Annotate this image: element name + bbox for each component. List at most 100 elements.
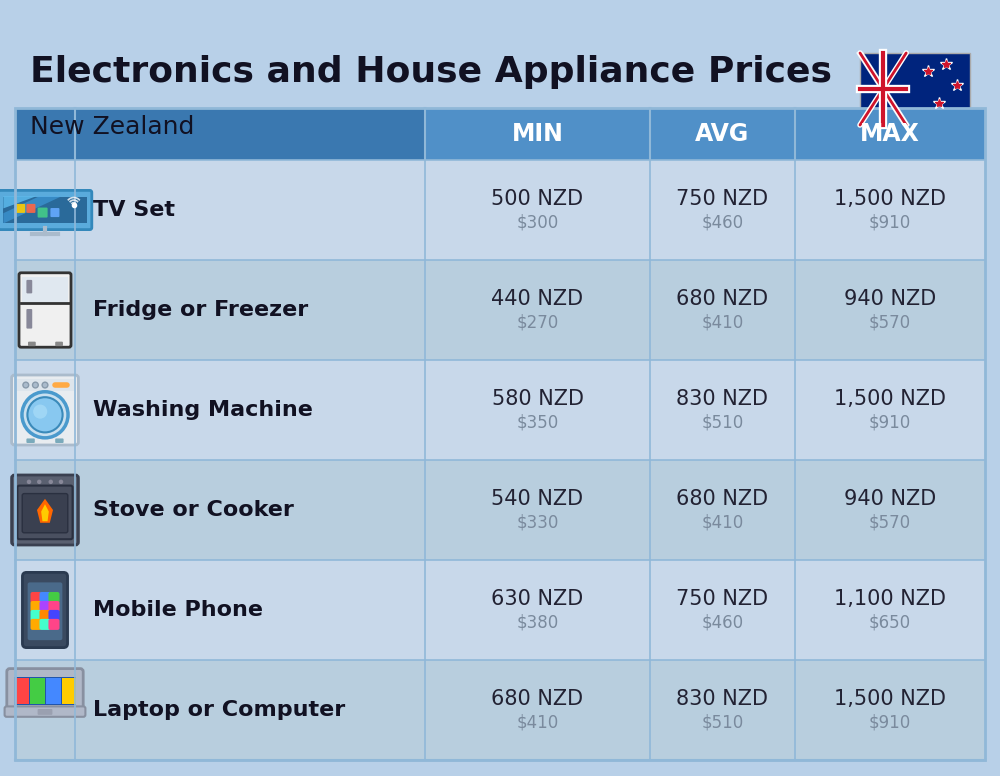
Text: Fridge or Freezer: Fridge or Freezer <box>93 300 308 320</box>
FancyBboxPatch shape <box>17 486 73 539</box>
FancyBboxPatch shape <box>15 360 985 460</box>
Text: $460: $460 <box>701 613 744 631</box>
Text: 500 NZD: 500 NZD <box>491 189 584 209</box>
Text: 1,100 NZD: 1,100 NZD <box>834 589 946 609</box>
FancyBboxPatch shape <box>22 573 68 648</box>
Text: $410: $410 <box>516 713 559 731</box>
FancyBboxPatch shape <box>28 583 62 640</box>
Text: MAX: MAX <box>860 122 920 146</box>
FancyBboxPatch shape <box>15 260 985 360</box>
Circle shape <box>27 480 31 484</box>
Text: New Zealand: New Zealand <box>30 115 194 139</box>
Polygon shape <box>3 196 61 223</box>
FancyBboxPatch shape <box>46 677 61 705</box>
FancyBboxPatch shape <box>26 204 35 213</box>
FancyBboxPatch shape <box>48 592 59 603</box>
Text: 540 NZD: 540 NZD <box>491 489 584 509</box>
Circle shape <box>42 382 48 388</box>
Text: Laptop or Computer: Laptop or Computer <box>93 700 345 720</box>
FancyBboxPatch shape <box>31 592 42 603</box>
FancyBboxPatch shape <box>26 280 32 293</box>
Text: $910: $910 <box>869 713 911 731</box>
FancyBboxPatch shape <box>62 677 76 705</box>
Text: Washing Machine: Washing Machine <box>93 400 313 420</box>
FancyBboxPatch shape <box>19 273 71 347</box>
Text: 750 NZD: 750 NZD <box>676 189 769 209</box>
FancyBboxPatch shape <box>48 619 59 630</box>
Text: Mobile Phone: Mobile Phone <box>93 600 263 620</box>
FancyBboxPatch shape <box>15 660 985 760</box>
Text: Electronics and House Appliance Prices: Electronics and House Appliance Prices <box>30 55 832 89</box>
Text: $410: $410 <box>701 513 744 531</box>
FancyBboxPatch shape <box>55 341 63 346</box>
FancyBboxPatch shape <box>7 669 83 712</box>
Circle shape <box>59 480 63 484</box>
Text: 940 NZD: 940 NZD <box>844 489 936 509</box>
Text: $300: $300 <box>516 213 559 231</box>
Circle shape <box>33 404 47 418</box>
FancyBboxPatch shape <box>31 610 42 621</box>
Text: MIN: MIN <box>512 122 563 146</box>
FancyBboxPatch shape <box>48 610 59 621</box>
FancyBboxPatch shape <box>425 108 985 160</box>
Text: TV Set: TV Set <box>93 200 175 220</box>
FancyBboxPatch shape <box>38 207 48 217</box>
FancyBboxPatch shape <box>3 196 87 223</box>
Circle shape <box>37 480 41 484</box>
FancyBboxPatch shape <box>12 475 78 545</box>
Text: 750 NZD: 750 NZD <box>676 589 769 609</box>
Text: $650: $650 <box>869 613 911 631</box>
FancyBboxPatch shape <box>28 341 36 346</box>
FancyBboxPatch shape <box>39 592 51 603</box>
FancyBboxPatch shape <box>15 560 985 660</box>
Text: 830 NZD: 830 NZD <box>676 389 768 409</box>
FancyBboxPatch shape <box>0 190 92 230</box>
Circle shape <box>23 382 29 388</box>
FancyBboxPatch shape <box>39 601 51 612</box>
FancyBboxPatch shape <box>39 619 51 630</box>
FancyBboxPatch shape <box>55 438 64 443</box>
FancyBboxPatch shape <box>31 619 42 630</box>
Text: $910: $910 <box>869 413 911 431</box>
FancyBboxPatch shape <box>22 277 68 303</box>
Polygon shape <box>3 196 35 209</box>
Circle shape <box>27 397 63 432</box>
FancyBboxPatch shape <box>15 460 985 560</box>
Text: 440 NZD: 440 NZD <box>491 289 584 309</box>
Text: $350: $350 <box>516 413 559 431</box>
Text: 1,500 NZD: 1,500 NZD <box>834 689 946 709</box>
Circle shape <box>22 392 68 438</box>
Text: $380: $380 <box>516 613 559 631</box>
Text: 680 NZD: 680 NZD <box>676 289 769 309</box>
FancyBboxPatch shape <box>26 309 32 328</box>
Text: 680 NZD: 680 NZD <box>676 489 769 509</box>
Text: $330: $330 <box>516 513 559 531</box>
FancyBboxPatch shape <box>15 677 29 705</box>
FancyBboxPatch shape <box>50 208 59 217</box>
Text: Stove or Cooker: Stove or Cooker <box>93 500 294 520</box>
FancyBboxPatch shape <box>30 677 45 705</box>
FancyBboxPatch shape <box>5 706 85 717</box>
FancyBboxPatch shape <box>15 204 25 213</box>
Polygon shape <box>41 504 49 521</box>
FancyBboxPatch shape <box>22 494 68 533</box>
Text: AVG: AVG <box>695 122 750 146</box>
FancyBboxPatch shape <box>860 53 970 125</box>
Text: $510: $510 <box>701 413 744 431</box>
Text: $570: $570 <box>869 313 911 331</box>
Text: 1,500 NZD: 1,500 NZD <box>834 189 946 209</box>
FancyBboxPatch shape <box>12 375 78 445</box>
FancyBboxPatch shape <box>15 108 425 160</box>
FancyBboxPatch shape <box>14 677 76 705</box>
Text: $270: $270 <box>516 313 559 331</box>
FancyBboxPatch shape <box>26 438 35 443</box>
Polygon shape <box>37 499 53 523</box>
Text: 940 NZD: 940 NZD <box>844 289 936 309</box>
Text: $410: $410 <box>701 313 744 331</box>
Text: 680 NZD: 680 NZD <box>491 689 584 709</box>
Text: 1,500 NZD: 1,500 NZD <box>834 389 946 409</box>
Text: $510: $510 <box>701 713 744 731</box>
FancyBboxPatch shape <box>31 601 42 612</box>
FancyBboxPatch shape <box>39 610 51 621</box>
Text: 830 NZD: 830 NZD <box>676 689 768 709</box>
